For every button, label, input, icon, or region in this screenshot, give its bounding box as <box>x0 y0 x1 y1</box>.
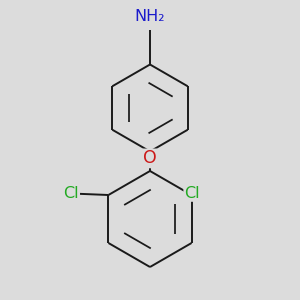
Text: Cl: Cl <box>64 186 79 201</box>
Text: O: O <box>143 149 157 167</box>
Text: Cl: Cl <box>184 186 200 201</box>
Text: NH₂: NH₂ <box>135 9 165 24</box>
